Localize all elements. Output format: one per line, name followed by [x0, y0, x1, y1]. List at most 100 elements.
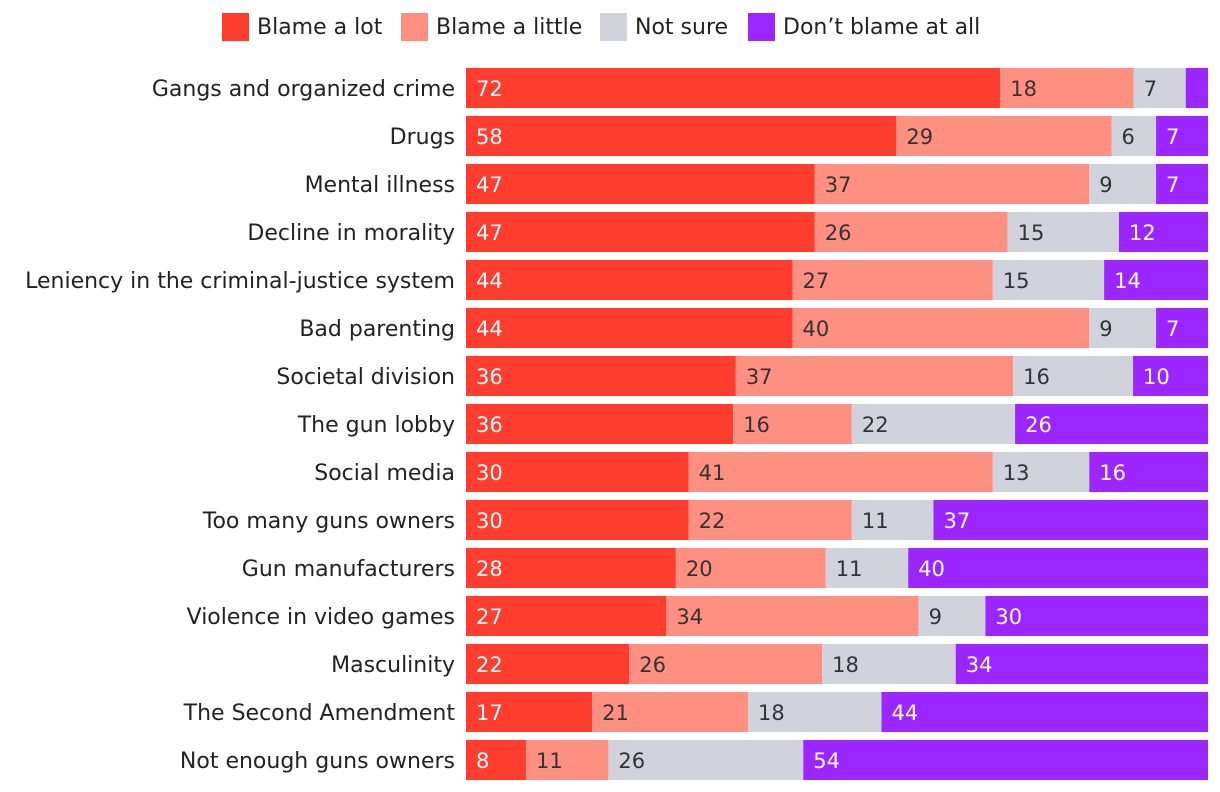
bar-segment-don-t-blame-at-all	[1133, 356, 1208, 396]
data-label: 22	[476, 653, 503, 677]
legend-label-blame-a-little: Blame a little	[436, 15, 582, 40]
data-label: 58	[476, 125, 503, 149]
data-label: 30	[995, 605, 1022, 629]
bar-segment-blame-a-lot	[466, 260, 793, 300]
legend-swatch-not-sure	[600, 13, 627, 41]
bar-segment-blame-a-little	[592, 692, 748, 732]
bar-segment-blame-a-little	[688, 452, 993, 492]
data-label: 47	[476, 173, 503, 197]
data-label: 7	[1144, 77, 1157, 101]
chart-legend: Blame a lot Blame a little Not sure Don’t b…	[222, 13, 980, 41]
bar-segment-don-t-blame-at-all	[908, 548, 1208, 588]
bar-segment-blame-a-lot	[466, 548, 676, 588]
data-label: 27	[476, 605, 503, 629]
data-label: 9	[1099, 317, 1112, 341]
bar-segment-don-t-blame-at-all	[985, 596, 1208, 636]
bar-segment-blame-a-lot	[466, 740, 526, 780]
category-label: Masculinity	[331, 653, 455, 678]
data-label: 36	[476, 365, 503, 389]
data-label: 27	[802, 269, 829, 293]
data-label: 30	[476, 461, 503, 485]
category-label: Gun manufacturers	[242, 557, 455, 582]
bar-segment-don-t-blame-at-all	[1015, 404, 1208, 444]
legend-swatch-blame-a-little	[401, 13, 428, 41]
bar-segment-not-sure	[1111, 116, 1157, 156]
bar-segment-don-t-blame-at-all	[933, 500, 1208, 540]
category-label: Too many guns owners	[202, 509, 455, 534]
bar-segment-don-t-blame-at-all	[803, 740, 1208, 780]
bar-segment-don-t-blame-at-all	[1156, 164, 1208, 204]
bar-segment-blame-a-lot	[466, 596, 667, 636]
bar-segment-blame-a-little	[629, 644, 823, 684]
data-label: 18	[1010, 77, 1037, 101]
data-label: 40	[918, 557, 945, 581]
category-label: Leniency in the criminal-justice system	[25, 269, 455, 294]
legend-swatch-don-t-blame-at-all	[748, 13, 775, 41]
bar-segment-blame-a-little	[792, 308, 1090, 348]
data-label: 72	[476, 77, 503, 101]
data-label: 47	[476, 221, 503, 245]
data-label: 16	[1099, 461, 1126, 485]
data-label: 18	[758, 701, 785, 725]
bar-segment-blame-a-little	[525, 740, 609, 780]
data-label: 44	[476, 269, 503, 293]
bar-segment-don-t-blame-at-all	[1185, 68, 1208, 108]
bar-segment-don-t-blame-at-all	[1156, 116, 1208, 156]
data-label: 22	[699, 509, 726, 533]
bar-segment-blame-a-little	[735, 356, 1014, 396]
data-label: 30	[476, 509, 503, 533]
bar-segment-don-t-blame-at-all	[1118, 212, 1208, 252]
legend-label-blame-a-lot: Blame a lot	[257, 15, 383, 40]
data-label: 26	[825, 221, 852, 245]
data-label: 12	[1129, 221, 1156, 245]
bar-segment-blame-a-lot	[466, 68, 1001, 108]
legend-label-not-sure: Not sure	[635, 15, 728, 40]
bar-segment-blame-a-lot	[466, 644, 630, 684]
data-label: 6	[1122, 125, 1135, 149]
bar-segment-not-sure	[1089, 308, 1157, 348]
bar-segment-not-sure	[992, 260, 1105, 300]
bar-segment-not-sure	[608, 740, 804, 780]
data-label: 44	[892, 701, 919, 725]
data-label: 37	[746, 365, 773, 389]
bar-segment-not-sure	[1013, 356, 1134, 396]
data-label: 16	[743, 413, 770, 437]
bar-segment-blame-a-little	[896, 116, 1112, 156]
category-label: Violence in video games	[187, 605, 455, 630]
bar-segment-not-sure	[825, 548, 909, 588]
bar-segment-don-t-blame-at-all	[955, 644, 1208, 684]
data-label: 11	[836, 557, 863, 581]
bar-segment-not-sure	[918, 596, 986, 636]
bar-segment-blame-a-little	[1000, 68, 1134, 108]
data-label: 54	[813, 749, 840, 773]
bar-segment-don-t-blame-at-all	[1104, 260, 1208, 300]
data-label: 21	[602, 701, 629, 725]
bar-segment-blame-a-lot	[466, 356, 736, 396]
data-label: 41	[699, 461, 726, 485]
bar-segment-not-sure	[851, 500, 934, 540]
data-label: 28	[476, 557, 503, 581]
bar-segment-blame-a-lot	[466, 212, 815, 252]
data-label: 26	[1025, 413, 1052, 437]
category-label: Not enough guns owners	[180, 749, 455, 774]
data-label: 26	[639, 653, 666, 677]
bar-segment-blame-a-little	[792, 260, 993, 300]
data-label: 37	[943, 509, 970, 533]
category-label: Gangs and organized crime	[152, 77, 455, 102]
bar-segment-not-sure	[1007, 212, 1119, 252]
bar-segment-not-sure	[851, 404, 1016, 444]
bar-segment-blame-a-little	[675, 548, 826, 588]
category-label: Social media	[314, 461, 455, 486]
bar-segment-don-t-blame-at-all	[1089, 452, 1208, 492]
data-label: 22	[862, 413, 889, 437]
category-label: Mental illness	[305, 173, 455, 198]
data-label: 36	[476, 413, 503, 437]
data-label: 44	[476, 317, 503, 341]
category-label: The Second Amendment	[183, 701, 456, 726]
data-label: 29	[906, 125, 933, 149]
bar-segment-blame-a-little	[733, 404, 852, 444]
data-label: 20	[686, 557, 713, 581]
data-label: 9	[1099, 173, 1112, 197]
data-label: 40	[802, 317, 829, 341]
